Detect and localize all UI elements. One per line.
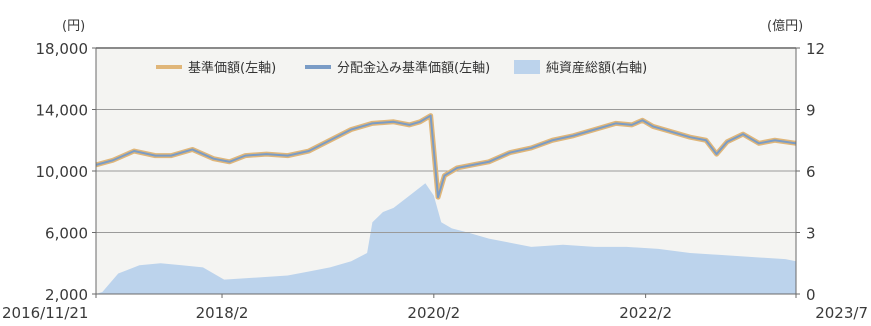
- left-tick-label-0: 2,000: [45, 286, 88, 304]
- legend-label-1: 分配金込み基準価額(左軸): [337, 60, 490, 76]
- legend-label-0: 基準価額(左軸): [188, 60, 276, 76]
- right-axis-unit: (億円): [767, 18, 803, 34]
- right-tick-label-0: 0: [806, 286, 816, 304]
- left-tick-label-3: 14,000: [36, 102, 89, 120]
- x-tick-label-2: 2020/2: [407, 304, 460, 322]
- left-tick-label-4: 18,000: [36, 40, 89, 58]
- x-tick-label-4: 2023/7: [815, 304, 868, 322]
- left-tick-label-1: 6,000: [45, 225, 88, 243]
- legend-label-2: 純資産総額(右軸): [546, 60, 647, 76]
- series-line-1: [95, 114, 797, 199]
- x-tick-label-1: 2018/2: [196, 304, 249, 322]
- right-tick-label-3: 9: [806, 102, 816, 120]
- right-tick-label-4: 12: [806, 40, 825, 58]
- x-tick-label-0: 2016/11/21: [2, 304, 88, 322]
- right-tick-label-2: 6: [806, 163, 816, 181]
- left-tick-label-2: 10,000: [36, 163, 89, 181]
- right-tick-label-1: 3: [806, 225, 816, 243]
- series-area-0: [96, 183, 796, 294]
- legend-swatch-2: [514, 60, 540, 74]
- left-axis-unit: (円): [62, 19, 85, 34]
- x-tick-label-3: 2022/2: [619, 304, 672, 322]
